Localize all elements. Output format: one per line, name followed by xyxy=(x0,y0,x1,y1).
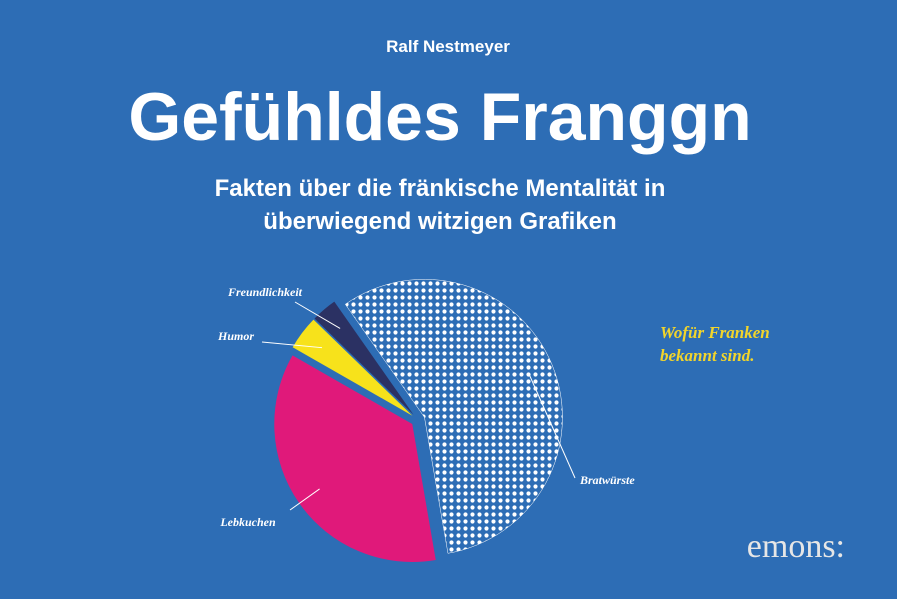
slice-label: Humor xyxy=(217,329,254,343)
annotation: bekannt sind. xyxy=(660,346,754,365)
publisher: emons: xyxy=(747,528,845,565)
leader-line xyxy=(528,374,576,479)
pie-slice xyxy=(274,355,436,563)
title: Gefühldes Franggn xyxy=(128,79,751,155)
slice-label: Lebkuchen xyxy=(219,515,276,529)
pie-slice xyxy=(344,279,563,554)
pie-chart: Bratwürste Lebkuchen Humor Freundlichkeit xyxy=(217,279,635,563)
slice-label: Freundlichkeit xyxy=(227,285,303,299)
pie-slice xyxy=(314,301,414,415)
subtitle-line: Fakten über die fränkische Mentalität in xyxy=(215,175,666,202)
leader-line xyxy=(289,488,320,511)
leader-line xyxy=(294,301,341,329)
author: Ralf Nestmeyer xyxy=(386,37,510,56)
pie-slice xyxy=(292,319,413,416)
annotation: Wofür Franken xyxy=(660,323,770,342)
subtitle-line: überwiegend witzigen Grafiken xyxy=(263,208,616,235)
leader-line xyxy=(261,341,323,349)
slice-label: Bratwürste xyxy=(579,473,635,487)
